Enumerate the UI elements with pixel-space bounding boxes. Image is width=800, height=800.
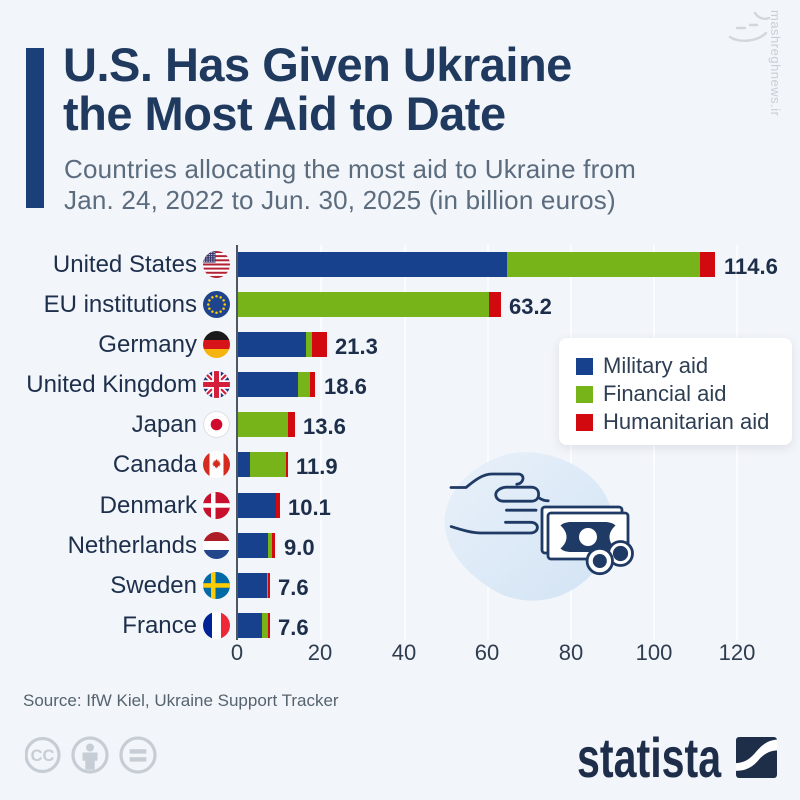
svg-text:CC: CC bbox=[31, 747, 55, 765]
